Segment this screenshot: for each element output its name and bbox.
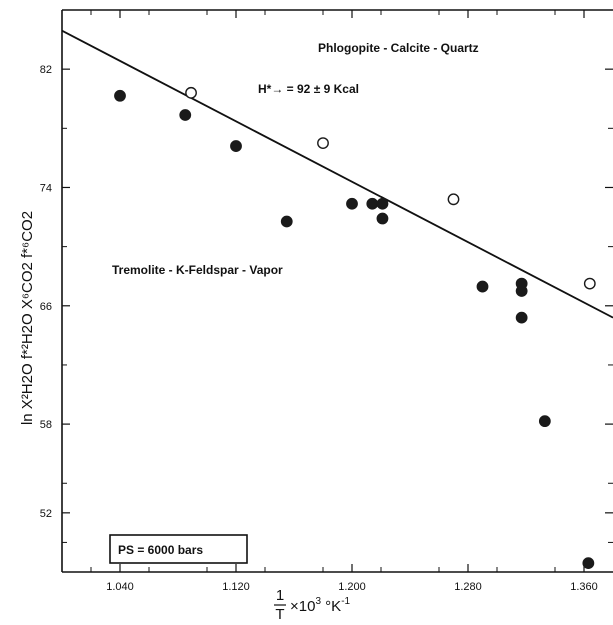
y-tick-label: 66 [40,301,52,313]
x-tick-label: 1.040 [106,581,134,593]
filled-data-point [515,285,528,297]
x-tick-label: 1.200 [338,581,366,593]
filled-data-point [366,197,379,210]
filled-data-point [230,140,242,152]
data-points-layer [114,86,596,570]
y-tick-label: 82 [40,64,52,76]
x-axis-label-frac-num: 1 [276,587,284,604]
x-axis-label-exp: 3 [315,596,321,607]
annotation-phlogopite-calcite-quartz: Phlogopite - Calcite - Quartz [318,41,479,55]
x-tick-label: 1.120 [222,581,250,593]
x-axis-label-frac-den: T [275,606,284,623]
fit-line-layer [61,29,613,319]
annotation-pressure: PS = 6000 bars [118,543,203,557]
y-axis-label-text: ln X²H2O f*²H2O X⁶CO2 f*⁶CO2 [19,211,36,425]
filled-data-point [582,557,595,570]
open-data-point [583,277,596,290]
x-tick-label: 1.360 [570,581,598,593]
open-data-point [317,137,329,150]
filled-data-point [515,311,528,324]
axis-ticks-layer: 1.040 1.120 1.200 1.280 1.360 52 58 66 74 82 [40,10,613,593]
annotation-enthalpy: H*→ = 92 ± 9 Kcal [258,82,359,96]
y-axis-label: ln X²H2O f*²H2O X⁶CO2 f*⁶CO2 [19,211,36,425]
open-data-point [447,193,460,206]
y-tick-label: 74 [40,182,52,194]
x-axis-label: 1 T ×103 °K-1 [274,587,351,623]
filled-data-point [376,197,389,210]
annotation-tremolite-kfeldspar-vapor: Tremolite - K-Feldspar - Vapor [112,263,283,277]
y-tick-label: 52 [40,508,52,520]
x-tick-label: 1.280 [454,581,482,593]
filled-data-point [179,109,192,121]
y-tick-label: 58 [40,419,52,431]
filled-data-point [114,89,126,102]
filled-data-point [346,197,358,210]
x-axis-label-unit-exp: -1 [341,596,350,607]
filled-data-point [476,280,489,293]
filled-data-point [538,415,551,428]
x-axis-label-rest: ×10 [290,598,315,615]
regression-line [61,29,613,319]
filled-data-point [376,212,389,225]
x-axis-label-text: ×103 °K-1 [290,596,351,615]
pressure-box [109,534,248,564]
open-data-point [185,86,197,99]
filled-data-point [280,215,293,228]
plot-frame-layer [61,9,613,573]
x-axis-label-unit: °K [321,598,341,615]
